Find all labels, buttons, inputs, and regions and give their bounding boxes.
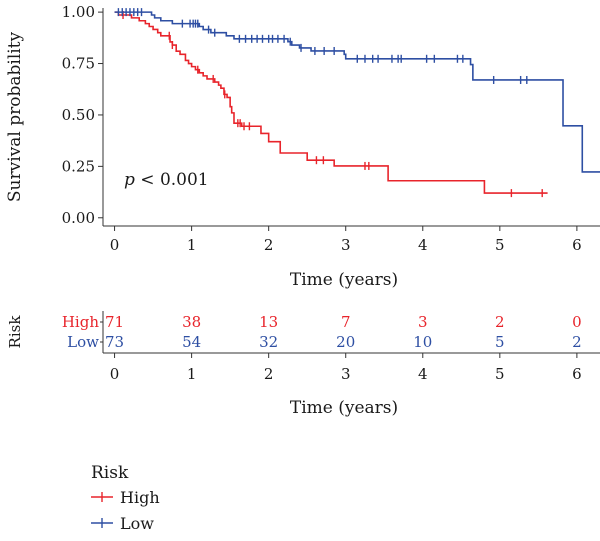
risk-x-tick-label: 5 xyxy=(495,365,505,383)
survival-y-tick-label: 1.00 xyxy=(62,3,95,21)
survival-x-tick-label: 1 xyxy=(187,236,197,254)
curve-low xyxy=(114,11,600,173)
legend-label-low: Low xyxy=(120,514,154,533)
legend-title: Risk xyxy=(91,463,129,483)
risk-count-low: 5 xyxy=(495,333,505,351)
legend-label-high: High xyxy=(120,488,160,507)
survival-x-tick-label: 3 xyxy=(341,236,351,254)
survival-y-tick-label: 0.50 xyxy=(62,106,95,124)
risk-table-x-axis-title: Time (years) xyxy=(290,398,398,418)
survival-y-tick-label: 0.00 xyxy=(62,209,95,227)
survival-x-ticks: 0 1 2 3 4 5 6 xyxy=(110,226,582,254)
risk-count-low: 54 xyxy=(182,333,201,351)
survival-x-tick-label: 2 xyxy=(264,236,274,254)
risk-x-tick-label: 0 xyxy=(110,365,120,383)
risk-count-high: 71 xyxy=(105,313,124,331)
risk-table-x-ticks: 0 1 2 3 4 5 6 xyxy=(110,353,582,383)
series-high xyxy=(114,10,548,198)
risk-x-tick-label: 3 xyxy=(341,365,351,383)
survival-x-axis-title: Time (years) xyxy=(290,270,398,290)
risk-x-tick-label: 6 xyxy=(572,365,582,383)
survival-curves xyxy=(114,8,600,198)
risk-count-low: 32 xyxy=(259,333,278,351)
p-value-italic: p xyxy=(124,170,135,190)
risk-x-tick-label: 1 xyxy=(187,365,197,383)
series-low xyxy=(114,8,600,173)
risk-count-low: 20 xyxy=(336,333,355,351)
risk-count-low: 73 xyxy=(105,333,124,351)
risk-count-high: 7 xyxy=(341,313,351,331)
risk-table-title: Risk xyxy=(6,315,24,349)
p-value-annotation: p < 0.001 xyxy=(124,170,209,190)
risk-count-high: 3 xyxy=(418,313,428,331)
legend: Risk High Low xyxy=(91,463,160,533)
survival-y-axis-title: Survival probability xyxy=(5,31,25,202)
risk-count-low: 10 xyxy=(413,333,432,351)
risk-count-high: 2 xyxy=(495,313,505,331)
survival-plot: 0.00 0.25 0.50 0.75 1.00 0 1 2 3 4 5 6 Survival pr… xyxy=(5,3,600,290)
survival-x-tick-label: 6 xyxy=(572,236,582,254)
survival-x-tick-label: 4 xyxy=(418,236,428,254)
risk-row-label-high: High xyxy=(62,313,99,331)
risk-count-low: 2 xyxy=(572,333,582,351)
risk-count-high: 38 xyxy=(182,313,201,331)
risk-x-tick-label: 4 xyxy=(418,365,428,383)
survival-x-tick-label: 0 xyxy=(110,236,120,254)
risk-count-high: 0 xyxy=(572,313,582,331)
risk-count-high: 13 xyxy=(259,313,278,331)
legend-items: High Low xyxy=(91,488,160,533)
survival-x-tick-label: 5 xyxy=(495,236,505,254)
survival-y-ticks: 0.00 0.25 0.50 0.75 1.00 xyxy=(62,3,103,227)
survival-y-tick-label: 0.25 xyxy=(62,157,95,175)
curve-high xyxy=(114,11,548,194)
p-value-text: < 0.001 xyxy=(135,170,209,190)
risk-x-tick-label: 2 xyxy=(264,365,274,383)
risk-row-label-low: Low xyxy=(67,333,99,351)
survival-y-tick-label: 0.75 xyxy=(62,55,95,73)
